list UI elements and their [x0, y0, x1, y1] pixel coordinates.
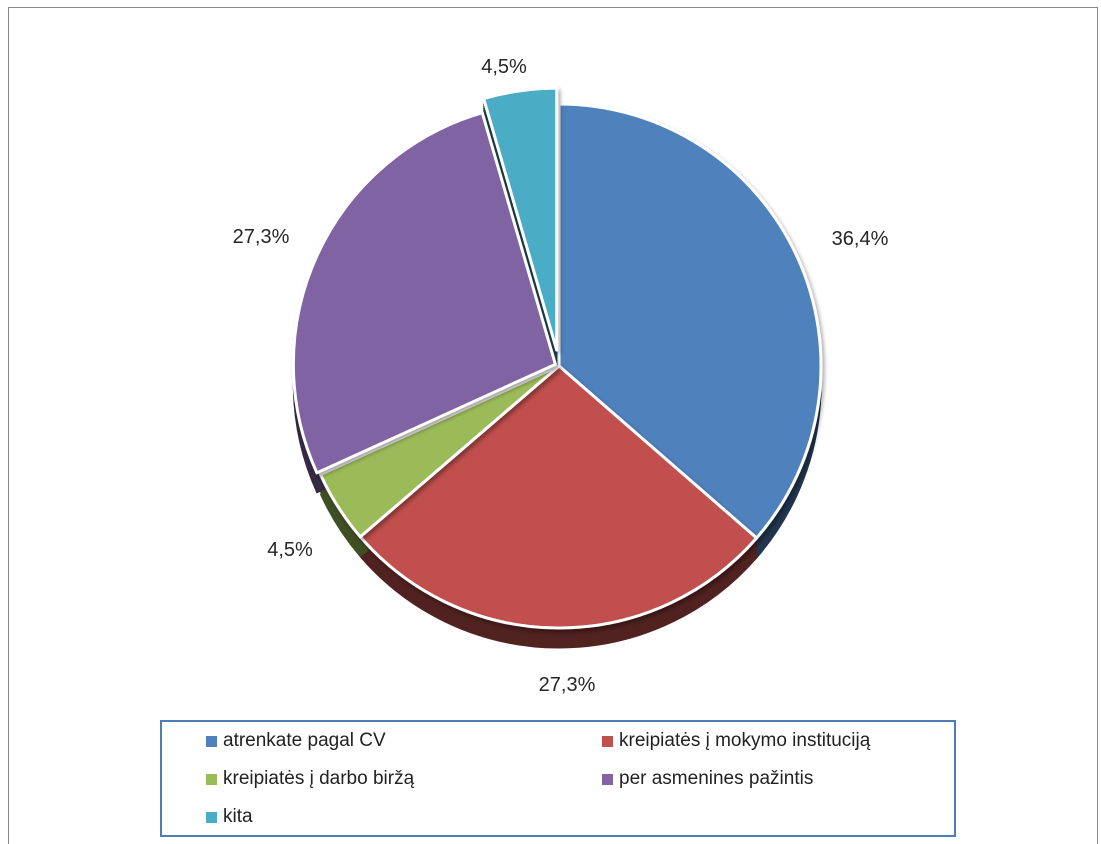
legend-item-kita: kita	[206, 806, 253, 828]
pie-slice-0	[557, 102, 823, 540]
legend-label-kita: kita	[223, 806, 253, 827]
legend-item-mokymo-institucija: kreipiatės į mokymo instituciją	[602, 730, 870, 752]
pie-slice-1	[358, 364, 759, 630]
data-label-0: 36,4%	[832, 228, 889, 250]
pie-chart: 36,4% 27,3% 4,5% 27,3% 4,5%	[233, 56, 889, 696]
data-label-3: 27,3%	[233, 226, 290, 248]
legend-swatch-darbo-birza	[206, 773, 217, 785]
legend-label-darbo-birza: kreipiatės į darbo biržą	[223, 768, 415, 789]
data-label-2: 4,5%	[267, 539, 313, 561]
legend-label-asmenines-pazintis: per asmenines pažintis	[619, 768, 814, 789]
chart-area: 36,4% 27,3% 4,5% 27,3% 4,5% atrenkate pagal …	[8, 7, 1098, 844]
legend-label-atrenkate-pagal-cv: atrenkate pagal CV	[223, 730, 386, 751]
data-label-1: 27,3%	[539, 674, 596, 696]
legend-swatch-atrenkate-pagal-cv	[206, 735, 217, 747]
legend-label-mokymo-institucija: kreipiatės į mokymo instituciją	[619, 730, 871, 751]
legend-swatch-mokymo-institucija	[602, 735, 613, 747]
pie-slice-4	[482, 86, 559, 352]
legend-swatch-asmenines-pazintis	[602, 773, 613, 785]
legend-item-atrenkate-pagal-cv: atrenkate pagal CV	[206, 730, 386, 752]
legend-swatch-kita	[206, 811, 217, 823]
pie-slice-2	[319, 364, 561, 539]
pie-slice-3	[291, 111, 557, 475]
data-label-4: 4,5%	[481, 56, 527, 78]
legend-item-darbo-birza: kreipiatės į darbo biržą	[206, 768, 414, 790]
legend-item-asmenines-pazintis: per asmenines pažintis	[602, 768, 813, 790]
legend: atrenkate pagal CV kreipiatės į mokymo i…	[160, 720, 956, 837]
